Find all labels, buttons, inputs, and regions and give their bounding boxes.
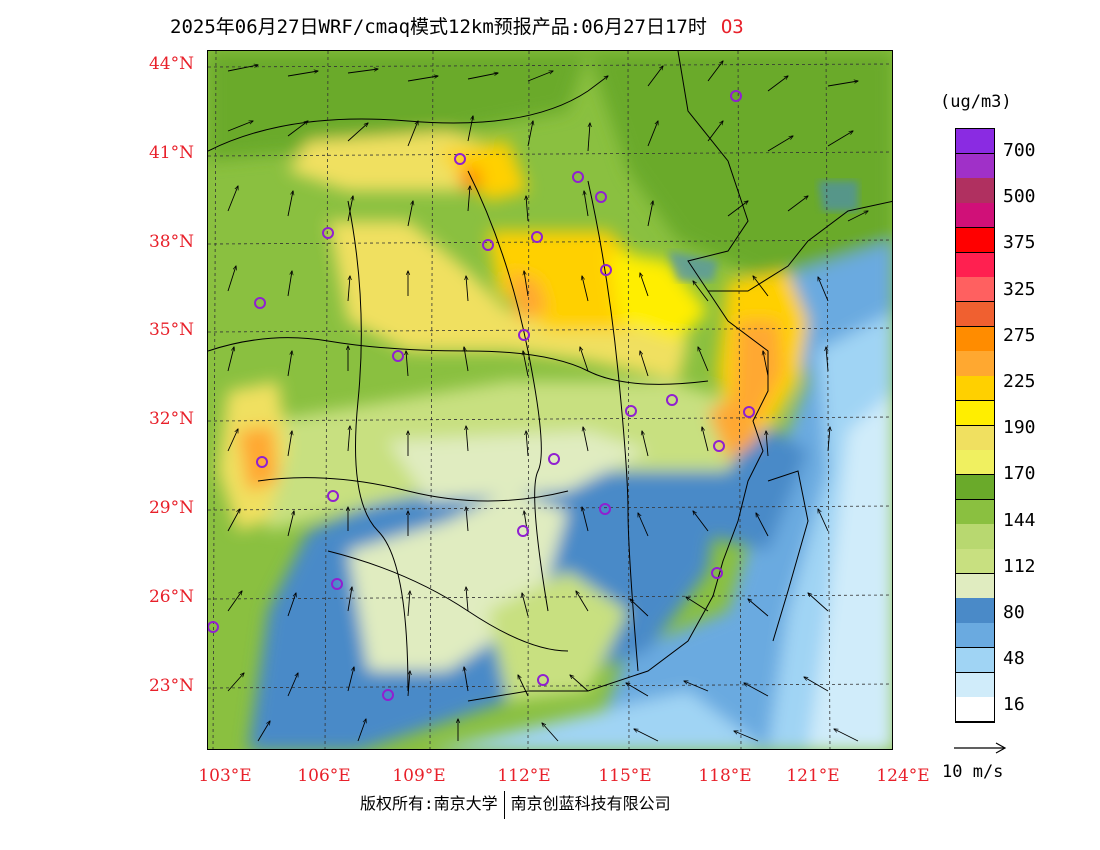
- colorbar-label: 700: [1003, 140, 1036, 161]
- colorbar-label: 325: [1003, 278, 1036, 300]
- lat-label-23: 23°N: [148, 676, 194, 696]
- colorbar-label: 225: [1003, 371, 1036, 392]
- lat-label-35: 35°N: [148, 320, 194, 340]
- colorbar-segment: [956, 499, 994, 525]
- colorbar-label: 16: [1003, 694, 1025, 716]
- colorbar-segment: [956, 178, 994, 204]
- graticule: [208, 51, 892, 749]
- lon-label-103: 103°E: [198, 766, 252, 786]
- lat-label-38: 38°N: [148, 232, 194, 252]
- lon-label-121: 121°E: [786, 766, 840, 786]
- colorbar-segment: [956, 647, 994, 674]
- colorbar-segment: [956, 549, 994, 575]
- map-title: 2025年06月27日WRF/cmaq模式12km预报产品:06月27日17时 O…: [170, 12, 744, 39]
- colorbar-label: 170: [1003, 463, 1036, 485]
- colorbar-segment: [956, 376, 994, 402]
- colorbar-label: 80: [1003, 602, 1025, 623]
- lon-label-106: 106°E: [297, 766, 351, 786]
- colorbar-segment: [956, 400, 994, 426]
- copyright: 版权所有:南京大学 南京创蓝科技有限公司: [360, 790, 671, 819]
- wind-vectors: [227, 61, 868, 742]
- lat-label-44: 44°N: [148, 54, 194, 74]
- colorbar-segment: [956, 474, 994, 501]
- colorbar-label: 48: [1003, 648, 1025, 670]
- colorbar-segment: [956, 301, 994, 328]
- colorbar-segment: [956, 598, 994, 624]
- colorbar-segment: [956, 697, 994, 723]
- colorbar-segment: [956, 623, 994, 649]
- copyright-divider: [503, 790, 505, 819]
- lat-label-26: 26°N: [148, 587, 194, 607]
- colorbar-segment: [956, 252, 994, 278]
- colorbar-segment: [956, 227, 994, 254]
- ozone-forecast-map: [207, 50, 893, 750]
- wind-reference-label: 10 m/s: [942, 762, 1004, 782]
- lon-label-109: 109°E: [392, 766, 446, 786]
- lon-label-115: 115°E: [598, 766, 652, 786]
- map-canvas: [208, 51, 892, 749]
- copyright-right: 南京创蓝科技有限公司: [510, 794, 671, 813]
- copyright-left: 版权所有:南京大学: [360, 794, 498, 813]
- colorbar-segment: [956, 129, 994, 155]
- concentration-field: [208, 51, 892, 749]
- colorbar-units: (ug/m3): [940, 92, 1012, 112]
- bohai-sea: [668, 251, 718, 281]
- city-markers: [208, 90, 755, 701]
- lat-label-29: 29°N: [148, 498, 194, 518]
- lat-label-41: 41°N: [148, 143, 194, 163]
- colorbar-label: 500: [1003, 186, 1036, 208]
- colorbar-label: 275: [1003, 324, 1036, 346]
- colorbar-segment: [956, 153, 994, 179]
- colorbar-segment: [956, 277, 994, 303]
- colorbar-segment: [956, 450, 994, 476]
- colorbar-label: 375: [1003, 232, 1036, 254]
- lat-label-32: 32°N: [148, 409, 194, 429]
- colorbar-segment: [956, 425, 994, 451]
- lon-label-112: 112°E: [497, 766, 551, 786]
- title-text: 2025年06月27日WRF/cmaq模式12km预报产品:06月27日17时: [170, 16, 707, 38]
- lon-label-118: 118°E: [698, 766, 752, 786]
- colorbar-segment: [956, 351, 994, 377]
- colorbar-segment: [956, 573, 994, 599]
- colorbar-label: 144: [1003, 509, 1036, 531]
- colorbar-segment: [956, 672, 994, 698]
- colorbar: [955, 128, 995, 723]
- sea-of-japan-edge: [818, 181, 858, 211]
- species-label: O3: [720, 16, 744, 38]
- wind-reference-arrow: [954, 742, 1007, 754]
- colorbar-segment: [956, 524, 994, 550]
- lon-label-124: 124°E: [876, 766, 930, 786]
- colorbar-label: 190: [1003, 417, 1036, 439]
- colorbar-segment: [956, 203, 994, 229]
- colorbar-label: 112: [1003, 555, 1036, 577]
- colorbar-segment: [956, 326, 994, 352]
